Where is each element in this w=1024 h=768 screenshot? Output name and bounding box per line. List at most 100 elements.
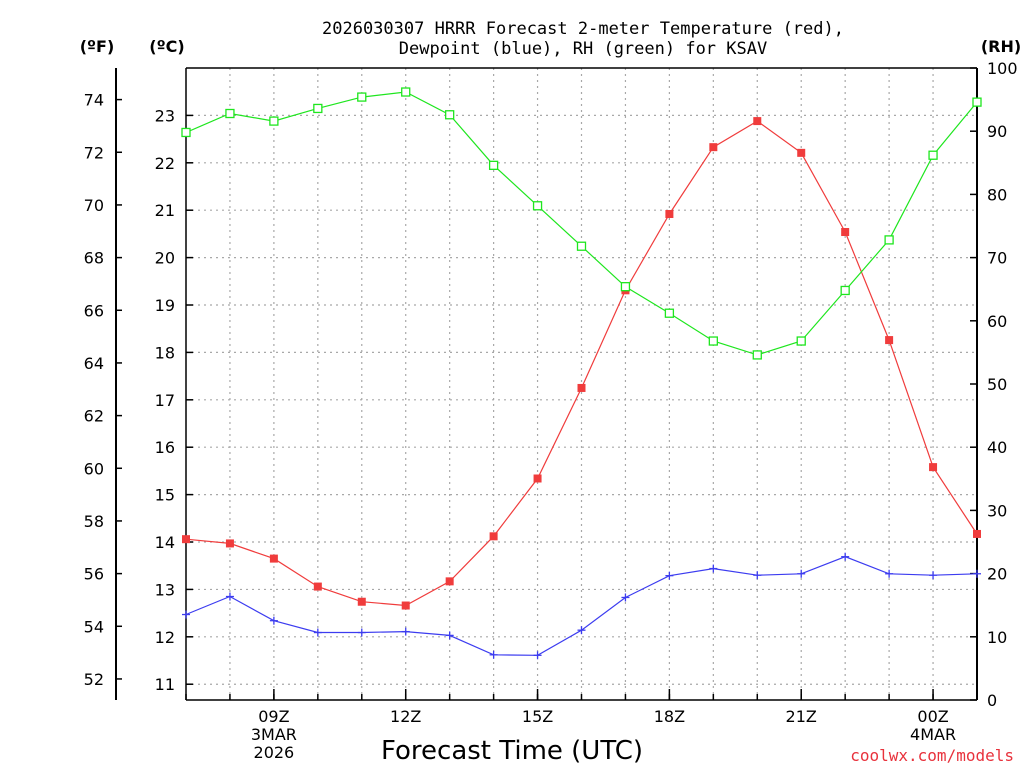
rh-marker (796, 336, 806, 346)
rh-marker (928, 150, 938, 160)
x-tick-label: 18Z (654, 707, 685, 726)
fahrenheit-tick-label: 66 (84, 301, 104, 320)
rh-marker (225, 108, 235, 119)
x-tick-label: 3MAR (251, 725, 297, 744)
dewpoint-marker (577, 626, 586, 635)
x-tick-label: 15Z (522, 707, 553, 726)
celsius-tick-label: 13 (155, 580, 175, 599)
dewpoint-marker (621, 593, 630, 602)
chart-title-line-1: 2026030307 HRRR Forecast 2-meter Tempera… (322, 19, 844, 39)
fahrenheit-tick-label: 60 (84, 459, 104, 478)
rh-marker (181, 127, 191, 138)
celsius-tick-label: 11 (155, 675, 175, 694)
rh-marker (752, 350, 762, 360)
dewpoint-marker (313, 628, 322, 637)
rh-tick-label: 80 (987, 185, 1007, 204)
fahrenheit-tick-label: 74 (84, 91, 104, 110)
celsius-tick-label: 18 (155, 343, 175, 362)
rh-marker (357, 92, 367, 102)
dewpoint-marker (709, 564, 718, 573)
dewpoint-marker (885, 569, 894, 578)
credit-text: coolwx.com/models (850, 746, 1014, 765)
fahrenheit-tick-label: 54 (84, 617, 104, 636)
temperature-marker (753, 117, 762, 126)
temperature-marker (313, 582, 322, 591)
dewpoint-marker (357, 628, 366, 637)
rh-marker (972, 97, 982, 107)
dewpoint-line (185, 556, 978, 656)
axes (115, 67, 978, 701)
temperature-marker (973, 529, 981, 538)
rh-marker (313, 103, 323, 114)
temperature-marker (665, 209, 674, 218)
fahrenheit-tick-label: 56 (84, 565, 104, 584)
x-tick-label: 09Z (258, 707, 289, 726)
temperature-marker (533, 474, 542, 483)
rh-tick-label: 10 (987, 628, 1007, 647)
dewpoint-marker (841, 552, 850, 561)
temperature-marker (577, 383, 586, 392)
dewpoint-marker (533, 651, 542, 660)
fahrenheit-tick-label: 72 (84, 143, 104, 162)
x-axis-title: Forecast Time (UTC) (381, 736, 643, 766)
temperature-marker (929, 463, 938, 472)
rh-tick-label: 90 (987, 122, 1007, 141)
fahrenheit-tick-label: 64 (84, 354, 104, 373)
dewpoint-marker (797, 569, 806, 578)
rh-marker (576, 241, 587, 251)
rh-marker (532, 201, 543, 211)
rh-marker (269, 116, 279, 126)
celsius-tick-label: 21 (155, 201, 175, 220)
fahrenheit-tick-label: 52 (84, 670, 104, 689)
temperature-marker (445, 577, 454, 586)
x-tick-label: 21Z (786, 707, 817, 726)
celsius-tick-label: 20 (155, 249, 175, 268)
rh-tick-label: 40 (987, 438, 1007, 457)
tick-labels: 11 12 13 14 15 16 17 18 19 20 21 22 23 52 54 56 58 60 62 64… (84, 59, 1018, 762)
rh-tick-label: 30 (987, 501, 1007, 520)
x-tick-label: 4MAR (910, 725, 956, 744)
rh-tick-label: 70 (987, 249, 1007, 268)
fahrenheit-tick-label: 68 (84, 249, 104, 268)
dewpoint-marker (489, 650, 498, 659)
temperature-marker (797, 148, 806, 157)
rh-tick-label: 60 (987, 312, 1007, 331)
temperature-marker (401, 601, 410, 610)
rh-marker (488, 160, 499, 170)
celsius-unit-label: (ºC) (149, 37, 184, 56)
x-tick-label: 00Z (917, 707, 948, 726)
celsius-tick-label: 19 (155, 296, 175, 315)
rh-marker (840, 285, 850, 296)
fahrenheit-tick-label: 70 (84, 196, 104, 215)
rh-tick-label: 50 (987, 375, 1007, 394)
temperature-marker (182, 535, 190, 544)
dewpoint-marker (665, 571, 674, 580)
rh-marker (664, 308, 675, 318)
data-series (181, 87, 982, 660)
fahrenheit-tick-label: 58 (84, 512, 104, 531)
dewpoint-marker (753, 571, 762, 580)
rh-marker (708, 336, 718, 346)
dewpoint-marker (445, 631, 454, 640)
celsius-tick-label: 17 (155, 391, 175, 410)
temperature-marker (489, 532, 498, 541)
temperature-marker (225, 539, 234, 548)
temperature-marker (357, 597, 366, 606)
rh-marker (884, 235, 894, 245)
rh-marker (401, 87, 411, 97)
rh-marker (445, 110, 455, 120)
temperature-marker (269, 554, 278, 563)
fahrenheit-unit-label: (ºF) (80, 37, 115, 56)
temperature-marker (709, 143, 718, 152)
temperature-marker (841, 228, 850, 237)
rh-marker (620, 282, 631, 292)
celsius-tick-label: 22 (155, 154, 175, 173)
dewpoint-marker (929, 571, 938, 580)
temperature-marker (885, 336, 894, 345)
dewpoint-marker (401, 627, 410, 636)
x-tick-label: 12Z (390, 707, 421, 726)
dewpoint-marker (225, 592, 234, 601)
rh-tick-label: 100 (987, 59, 1018, 78)
celsius-tick-label: 23 (155, 106, 175, 125)
